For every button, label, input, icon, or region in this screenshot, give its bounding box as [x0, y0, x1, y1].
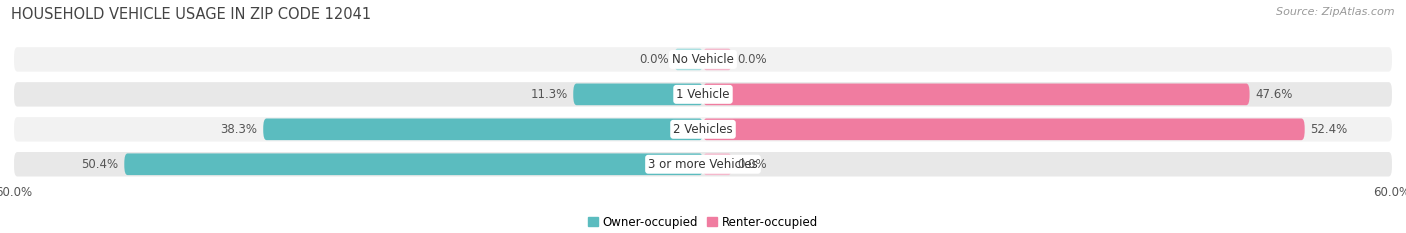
Text: 1 Vehicle: 1 Vehicle	[676, 88, 730, 101]
FancyBboxPatch shape	[124, 154, 703, 175]
Text: HOUSEHOLD VEHICLE USAGE IN ZIP CODE 12041: HOUSEHOLD VEHICLE USAGE IN ZIP CODE 1204…	[11, 7, 371, 22]
Text: 0.0%: 0.0%	[738, 158, 768, 171]
FancyBboxPatch shape	[703, 154, 731, 175]
Text: Source: ZipAtlas.com: Source: ZipAtlas.com	[1277, 7, 1395, 17]
Text: 50.4%: 50.4%	[82, 158, 118, 171]
Text: 11.3%: 11.3%	[530, 88, 568, 101]
FancyBboxPatch shape	[675, 49, 703, 70]
Text: No Vehicle: No Vehicle	[672, 53, 734, 66]
Legend: Owner-occupied, Renter-occupied: Owner-occupied, Renter-occupied	[588, 216, 818, 229]
FancyBboxPatch shape	[14, 47, 1392, 72]
FancyBboxPatch shape	[703, 84, 1250, 105]
FancyBboxPatch shape	[574, 84, 703, 105]
FancyBboxPatch shape	[14, 117, 1392, 142]
Text: 3 or more Vehicles: 3 or more Vehicles	[648, 158, 758, 171]
FancyBboxPatch shape	[703, 49, 731, 70]
FancyBboxPatch shape	[14, 152, 1392, 177]
FancyBboxPatch shape	[14, 82, 1392, 107]
Text: 38.3%: 38.3%	[221, 123, 257, 136]
FancyBboxPatch shape	[703, 118, 1305, 140]
Text: 52.4%: 52.4%	[1310, 123, 1348, 136]
Text: 0.0%: 0.0%	[738, 53, 768, 66]
Text: 0.0%: 0.0%	[638, 53, 669, 66]
Text: 47.6%: 47.6%	[1256, 88, 1292, 101]
Text: 2 Vehicles: 2 Vehicles	[673, 123, 733, 136]
FancyBboxPatch shape	[263, 118, 703, 140]
